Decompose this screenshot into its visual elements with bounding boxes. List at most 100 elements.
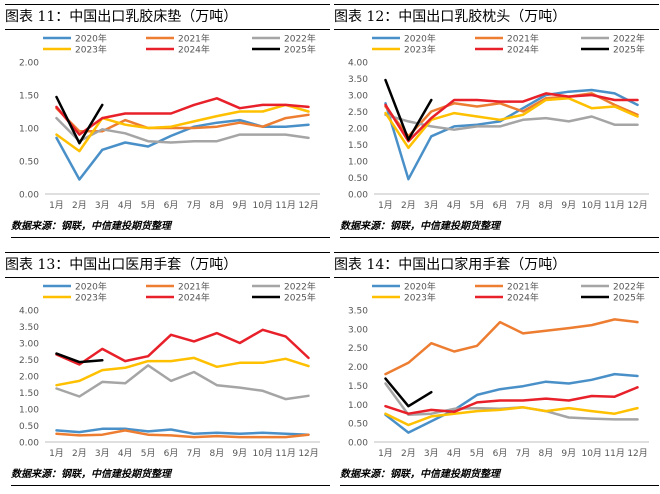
y-tick-label: 0.00 — [348, 439, 368, 449]
legend-label: 2020年 — [75, 281, 107, 293]
source-note: 数据来源：钢联，中信建投期货整理 — [340, 218, 659, 238]
source-note: 数据来源：钢联，中信建投期货整理 — [11, 466, 330, 486]
x-tick-label: 8月 — [210, 448, 225, 459]
y-tick-label: 0.00 — [348, 191, 368, 201]
y-tick-label: 3.50 — [348, 75, 368, 85]
series-line-2025年 — [55, 95, 104, 145]
x-tick-label: 7月 — [187, 200, 202, 211]
x-tick-label: 11月 — [604, 200, 624, 211]
x-tick-label: 7月 — [187, 448, 202, 459]
x-tick-label: 7月 — [516, 448, 531, 459]
line-chart: 2020年 2021年 2022年 2023年 2024年 2025年 0.00 0.50 1.… — [19, 33, 320, 211]
y-tick-label: 3.00 — [348, 92, 368, 102]
x-tick-label: 10月 — [581, 200, 601, 211]
legend-label: 2020年 — [404, 281, 436, 293]
y-tick-label: 3.00 — [348, 325, 368, 335]
series-line-2023年 — [384, 97, 639, 150]
x-tick-label: 8月 — [539, 448, 554, 459]
series-line-2024年 — [384, 92, 639, 143]
x-tick-label: 1月 — [378, 200, 393, 211]
series-line-2021年 — [384, 318, 639, 376]
x-tick-label: 5月 — [470, 200, 485, 211]
x-tick-label: 11月 — [604, 448, 624, 459]
series-line-2024年 — [55, 328, 310, 366]
y-tick-label: 2.00 — [348, 125, 368, 135]
x-tick-label: 12月 — [627, 200, 647, 211]
x-tick-label: 12月 — [298, 200, 318, 211]
x-tick-label: 2月 — [72, 200, 87, 211]
x-tick-label: 2月 — [401, 200, 416, 211]
y-tick-label: 1.50 — [348, 382, 368, 392]
legend-label: 2025年 — [284, 292, 316, 304]
legend-label: 2023年 — [404, 44, 436, 56]
chart-title: 图表 11：中国出口乳胶床垫（万吨） — [5, 4, 330, 30]
legend-label: 2021年 — [507, 281, 539, 293]
x-tick-label: 4月 — [118, 448, 133, 459]
x-tick-label: 5月 — [141, 200, 156, 211]
legend-label: 2025年 — [613, 44, 645, 56]
series-line-2022年 — [55, 364, 310, 401]
y-tick-label: 0.50 — [348, 420, 368, 430]
x-tick-label: 7月 — [516, 200, 531, 211]
chart-title: 图表 13：中国出口医用手套（万吨） — [5, 252, 330, 278]
legend-label: 2025年 — [613, 292, 645, 304]
y-tick-label: 0.00 — [19, 191, 39, 201]
x-tick-label: 3月 — [95, 448, 110, 459]
chart-title: 图表 14：中国出口家用手套（万吨） — [334, 252, 659, 278]
x-tick-label: 5月 — [141, 448, 156, 459]
y-tick-label: 2.00 — [19, 373, 39, 383]
x-tick-label: 1月 — [378, 448, 393, 459]
chart-title: 图表 12：中国出口乳胶枕头（万吨） — [334, 4, 659, 30]
x-tick-label: 12月 — [298, 448, 318, 459]
series-line-2020年 — [55, 427, 310, 436]
source-note: 数据来源：钢联，中信建投期货整理 — [340, 466, 659, 486]
legend-label: 2025年 — [284, 44, 316, 56]
y-tick-label: 0.00 — [19, 439, 39, 449]
x-tick-label: 2月 — [72, 448, 87, 459]
x-tick-label: 4月 — [447, 448, 462, 459]
legend-label: 2024年 — [178, 44, 210, 56]
x-tick-label: 8月 — [210, 200, 225, 211]
legend-label: 2022年 — [613, 33, 645, 45]
y-tick-label: 1.50 — [19, 389, 39, 399]
line-chart: 2020年 2021年 2022年 2023年 2024年 2025年 0.00 0.50 1.… — [19, 281, 320, 459]
series-line-2024年 — [384, 386, 639, 415]
x-tick-label: 3月 — [424, 200, 439, 211]
x-tick-label: 6月 — [164, 200, 179, 211]
series-line-2025年 — [55, 352, 104, 364]
y-tick-label: 1.00 — [19, 406, 39, 416]
series-line-2020年 — [55, 118, 310, 181]
x-tick-label: 1月 — [49, 200, 64, 211]
x-tick-label: 9月 — [561, 448, 576, 459]
x-tick-label: 10月 — [252, 448, 272, 459]
legend-label: 2023年 — [75, 44, 107, 56]
x-tick-label: 4月 — [118, 200, 133, 211]
legend-label: 2022年 — [613, 281, 645, 293]
legend-label: 2024年 — [507, 292, 539, 304]
chart-panel-4: 图表 14：中国出口家用手套（万吨） 2020年 2021年 2022年 2023年 2… — [334, 252, 659, 494]
x-tick-label: 9月 — [561, 200, 576, 211]
y-tick-label: 1.00 — [348, 158, 368, 168]
x-tick-label: 11月 — [275, 448, 295, 459]
line-chart: 2020年 2021年 2022年 2023年 2024年 2025年 0.00 0.50 1.… — [348, 281, 649, 459]
series-line-2023年 — [55, 356, 310, 387]
y-tick-label: 0.50 — [19, 158, 39, 168]
x-tick-label: 6月 — [493, 448, 508, 459]
x-tick-label: 5月 — [470, 448, 485, 459]
y-tick-label: 1.00 — [348, 401, 368, 411]
y-tick-label: 0.50 — [19, 422, 39, 432]
legend-label: 2022年 — [284, 33, 316, 45]
legend-label: 2023年 — [404, 292, 436, 304]
legend-label: 2020年 — [404, 33, 436, 45]
chart-panel-1: 图表 11：中国出口乳胶床垫（万吨） 2020年 2021年 2022年 2023年 2… — [5, 4, 330, 246]
y-tick-label: 3.00 — [19, 340, 39, 350]
legend-label: 2021年 — [507, 33, 539, 45]
y-tick-label: 2.50 — [348, 108, 368, 118]
x-tick-label: 3月 — [424, 448, 439, 459]
x-tick-label: 9月 — [232, 200, 247, 211]
x-tick-label: 10月 — [252, 200, 272, 211]
series-line-2020年 — [384, 88, 639, 181]
series-line-2023年 — [384, 406, 639, 427]
legend-label: 2021年 — [178, 33, 210, 45]
x-tick-label: 10月 — [581, 448, 601, 459]
